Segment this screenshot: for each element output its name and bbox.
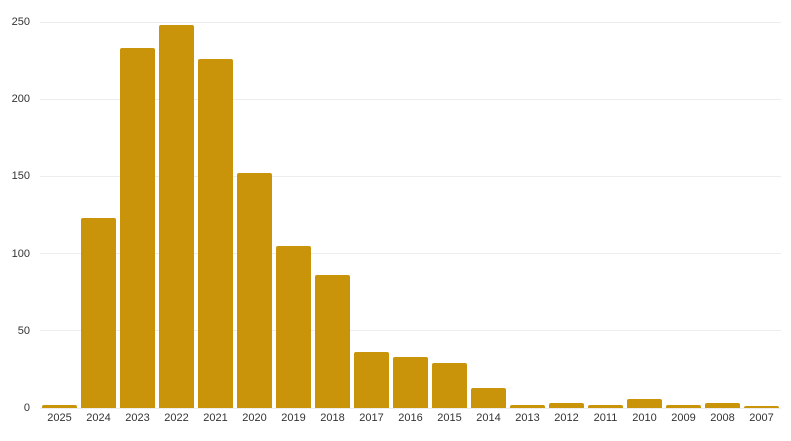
y-tick-label: 0	[23, 402, 30, 414]
bar-2020[interactable]	[237, 173, 272, 408]
gridline	[40, 98, 781, 100]
gridline	[40, 407, 781, 409]
x-tick-label: 2017	[359, 412, 384, 424]
bar-2023[interactable]	[120, 48, 155, 408]
x-tick-label: 2008	[710, 412, 735, 424]
x-tick-label: 2024	[86, 412, 111, 424]
bar-2022[interactable]	[159, 25, 194, 408]
bar-2021[interactable]	[198, 59, 233, 408]
x-tick-label: 2010	[632, 412, 657, 424]
bar-2010[interactable]	[627, 398, 662, 408]
bar-2018[interactable]	[315, 275, 350, 408]
x-tick-label: 2011	[593, 412, 618, 424]
x-tick-label: 2009	[671, 412, 696, 424]
gridline	[40, 175, 781, 177]
gridline	[40, 21, 781, 23]
y-tick-label: 250	[11, 16, 30, 28]
bar-2007[interactable]	[744, 406, 779, 408]
bar-2015[interactable]	[432, 363, 467, 408]
x-tick-label: 2012	[554, 412, 579, 424]
x-tick-label: 2013	[515, 412, 540, 424]
y-tick-label: 100	[11, 247, 30, 260]
bar-2017[interactable]	[354, 352, 389, 408]
y-tick-label: 150	[11, 170, 30, 183]
bar-2019[interactable]	[276, 245, 311, 408]
x-tick-label: 2019	[281, 412, 306, 424]
x-tick-label: 2021	[203, 412, 228, 424]
bar-2009[interactable]	[666, 404, 701, 408]
y-tick-label: 50	[17, 324, 30, 337]
bar-2024[interactable]	[81, 218, 116, 408]
x-tick-label: 2015	[437, 412, 462, 424]
gridline	[40, 253, 781, 255]
x-tick-label: 2016	[398, 412, 423, 424]
x-tick-label: 2025	[47, 412, 72, 424]
gridline	[40, 330, 781, 332]
bar-2025[interactable]	[42, 404, 77, 408]
bar-2014[interactable]	[471, 387, 506, 408]
bar-2016[interactable]	[393, 357, 428, 408]
bar-2012[interactable]	[549, 403, 584, 408]
x-tick-label: 2014	[476, 412, 501, 424]
bar-2008[interactable]	[705, 403, 740, 408]
y-tick-label: 200	[11, 93, 30, 106]
x-tick-label: 2018	[320, 412, 345, 424]
bar-2013[interactable]	[510, 404, 545, 408]
x-tick-label: 2022	[164, 412, 189, 424]
x-tick-label: 2020	[242, 412, 267, 424]
x-tick-label: 2007	[749, 412, 774, 424]
bar-2011[interactable]	[588, 404, 623, 408]
x-tick-label: 2023	[125, 412, 150, 424]
